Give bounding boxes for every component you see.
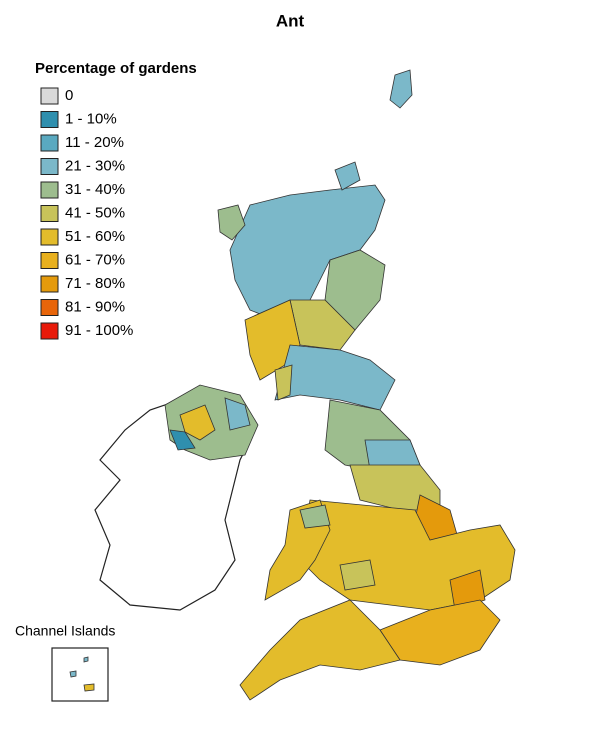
- legend-label: 61 - 70%: [65, 251, 125, 268]
- legend-swatch: [40, 205, 59, 222]
- legend-label: 0: [65, 87, 73, 104]
- region: [274, 364, 293, 401]
- legend-swatch: [40, 299, 59, 316]
- region: [83, 683, 95, 692]
- legend-swatch: [40, 181, 59, 199]
- region: [299, 504, 331, 529]
- region: [339, 559, 376, 591]
- region: [224, 397, 251, 431]
- legend: 0 1 - 10% 11 - 20% 21 - 30% 31 - 40% 41 - 50%…: [40, 87, 133, 340]
- region: [217, 204, 246, 241]
- legend-swatch: [40, 111, 59, 128]
- legend-label: 21 - 30%: [65, 157, 125, 174]
- region: [69, 670, 77, 678]
- region: [274, 344, 396, 411]
- legend-label: 91 - 100%: [65, 322, 133, 339]
- inset-label: Channel Islands: [15, 623, 115, 639]
- region: [169, 429, 196, 451]
- legend-label: 51 - 60%: [65, 228, 125, 245]
- legend-label: 11 - 20%: [65, 134, 124, 151]
- region: [239, 599, 401, 701]
- legend-label: 1 - 10%: [65, 110, 117, 127]
- legend-swatch: [40, 228, 59, 246]
- region: [449, 569, 486, 611]
- region: [83, 656, 89, 663]
- legend-swatch: [40, 87, 59, 105]
- legend-label: 71 - 80%: [65, 275, 125, 292]
- legend-swatch: [40, 275, 59, 293]
- region: [179, 404, 216, 441]
- legend-swatch: [40, 134, 59, 152]
- region: [334, 161, 361, 191]
- region: [229, 184, 386, 321]
- map-title: Ant: [276, 11, 305, 30]
- legend-label: 81 - 90%: [65, 298, 125, 315]
- legend-title: Percentage of gardens: [35, 60, 197, 77]
- inset-frame: [51, 647, 109, 702]
- legend-swatch: [40, 322, 59, 340]
- legend-label: 31 - 40%: [65, 181, 125, 198]
- region: [379, 599, 501, 666]
- legend-swatch: [40, 252, 59, 269]
- legend-label: 41 - 50%: [65, 204, 125, 221]
- region: [389, 69, 413, 109]
- map: [94, 69, 516, 701]
- legend-swatch: [40, 158, 59, 175]
